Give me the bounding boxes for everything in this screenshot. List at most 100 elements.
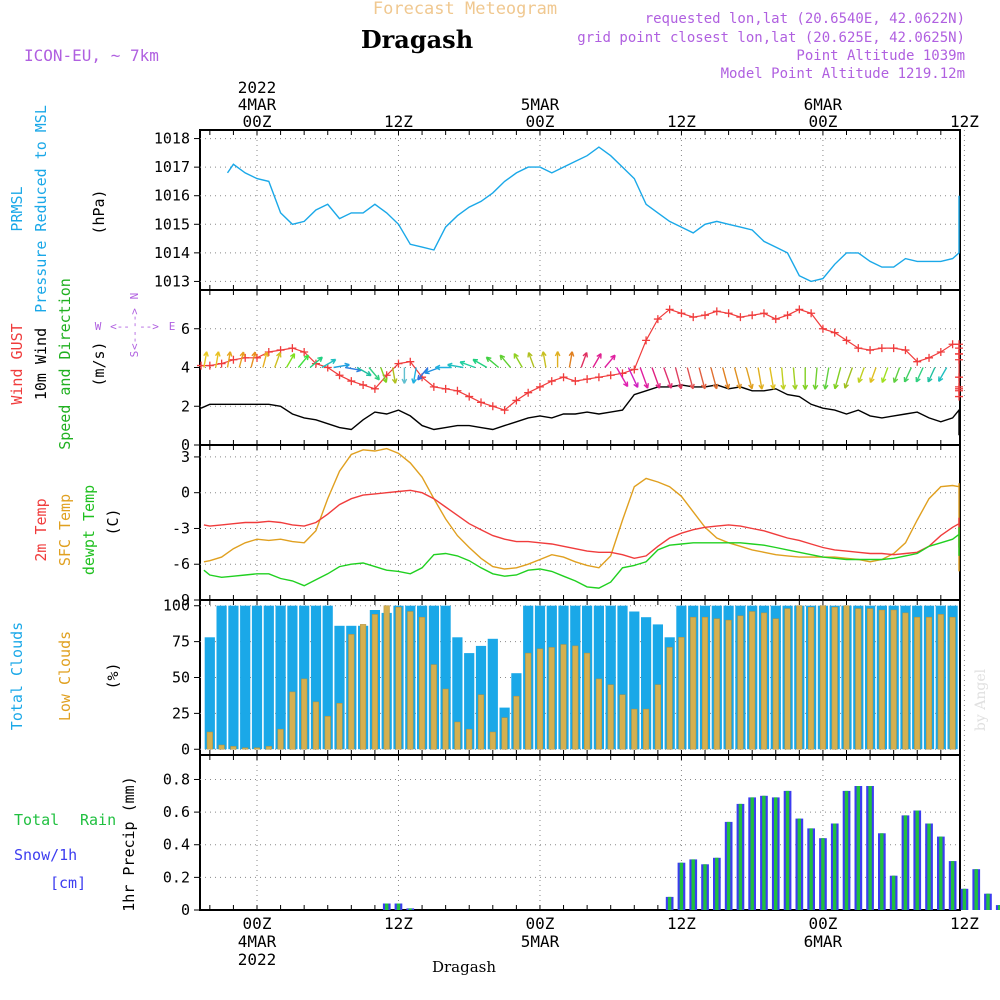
- total-cloud-bar: [228, 605, 239, 750]
- wind-direction-arrow: [417, 367, 429, 381]
- top-time-label: 12Z: [667, 112, 696, 131]
- wind-direction-arrow: [733, 367, 742, 390]
- requested-lonlat: requested lon,lat (20.6540E, 42.0622N): [645, 11, 965, 27]
- gust-marker: [748, 311, 757, 320]
- clouds-ytick-label: 0: [181, 740, 190, 758]
- low-cloud-bar: [937, 614, 944, 750]
- wind-direction-arrow: [757, 367, 765, 390]
- gust-marker: [677, 309, 686, 318]
- total-cloud-bar: [204, 637, 215, 750]
- clouds-ytick-label: 50: [172, 669, 190, 687]
- low-cloud-bar: [819, 605, 826, 750]
- top-time-label: 12Z: [950, 112, 979, 131]
- wind-direction-arrow: [833, 367, 842, 390]
- gust-marker: [783, 311, 792, 320]
- temperature-ytick-label: -3: [172, 519, 190, 537]
- location-title: Dragash: [361, 25, 473, 54]
- low-cloud-bar: [843, 605, 850, 750]
- gust-marker: [955, 373, 963, 382]
- wind-direction-arrow: [674, 367, 683, 390]
- low-cloud-bar: [607, 684, 614, 750]
- low-cloud-bar: [643, 708, 650, 750]
- wind-direction-arrow: [226, 351, 233, 368]
- wind-direction-arrow: [499, 354, 512, 368]
- cloud-unit: (%): [104, 662, 122, 689]
- wind-label-gust: Wind GUST: [8, 323, 26, 404]
- top-time-label: 00Z: [526, 112, 555, 131]
- wind-direction-arrow: [663, 367, 673, 389]
- wind-panel: [197, 305, 963, 436]
- wind-direction-arrow: [285, 353, 296, 368]
- total-cloud-bar: [322, 605, 333, 750]
- gust-marker: [925, 353, 934, 362]
- total-cloud-bar: [617, 605, 628, 750]
- gust-marker: [665, 305, 674, 314]
- low-cloud-bar: [301, 678, 308, 750]
- gust-marker: [583, 375, 592, 384]
- bottom-time-label: 00Z: [526, 914, 555, 933]
- precip-label-cm: [cm]: [50, 874, 86, 892]
- rain-bar: [998, 905, 1000, 910]
- low-cloud-bar: [867, 608, 874, 750]
- low-cloud-bar: [454, 721, 461, 750]
- precipitation-ytick-label: 0: [181, 901, 190, 919]
- gust-marker: [441, 384, 450, 393]
- total-cloud-bar: [487, 638, 498, 750]
- precipitation-frame: [199, 754, 961, 911]
- wind-unit: (m/s): [90, 341, 108, 386]
- wind-direction-arrow: [857, 367, 865, 384]
- gust-marker: [807, 309, 816, 318]
- bottom-time-label: 4MAR: [238, 932, 277, 951]
- wind-direction-arrow: [843, 367, 854, 389]
- pressure-ytick-label: 1018: [154, 130, 190, 148]
- wind-direction-arrow: [903, 367, 912, 383]
- low-cloud-bar: [772, 618, 779, 750]
- wind-direction-arrow: [722, 367, 731, 390]
- wind-direction-arrow: [769, 367, 776, 390]
- rain-bar: [715, 857, 719, 910]
- wind-label-10m: 10m Wind: [32, 328, 50, 400]
- low-cloud-bar: [666, 647, 673, 750]
- low-cloud-bar: [890, 609, 897, 750]
- gust-marker: [347, 377, 356, 386]
- low-cloud-bar: [690, 616, 697, 750]
- precip-unit: 1hr Precip (mm): [120, 776, 138, 911]
- wind-direction-arrow: [568, 351, 575, 368]
- low-cloud-bar: [949, 616, 956, 750]
- rain-bar: [703, 864, 707, 910]
- wind-direction-arrow: [639, 367, 649, 389]
- wind-direction-arrow: [513, 353, 523, 368]
- total-cloud-bar: [216, 605, 227, 750]
- rain-bar: [691, 859, 695, 910]
- wind-direction-arrow: [485, 356, 500, 369]
- sfc-temp-line: [203, 447, 960, 572]
- rain-bar: [785, 790, 790, 910]
- low-cloud-bar: [914, 616, 921, 750]
- compass-down-arrow: <--: [128, 330, 141, 350]
- gust-marker: [606, 371, 615, 380]
- temperature-ytick-label: 0: [181, 484, 190, 502]
- cloud-label-total: Total Clouds: [8, 622, 26, 730]
- gust-marker: [571, 377, 580, 386]
- temp-label-2m: 2m Temp: [32, 498, 50, 561]
- total-cloud-bar: [464, 653, 475, 750]
- rain-bar: [385, 903, 389, 910]
- rain-bar: [880, 833, 884, 910]
- rain-bar: [950, 861, 955, 910]
- wind-direction-arrow: [250, 351, 257, 368]
- gust-marker: [500, 406, 509, 415]
- wind-direction-arrow: [627, 367, 639, 388]
- rain-bar: [868, 786, 872, 910]
- precipitation-ytick-label: 0.6: [163, 803, 190, 821]
- pressure-label-msl: Pressure Reduced to MSL: [32, 105, 50, 313]
- low-cloud-bar: [324, 716, 331, 750]
- wind-direction-arrow: [459, 360, 476, 369]
- low-cloud-bar: [855, 608, 862, 750]
- bottom-time-label: 12Z: [667, 914, 696, 933]
- low-cloud-bar: [383, 605, 390, 750]
- pressure-ytick-label: 1013: [154, 272, 190, 290]
- temperature-ytick-label: -9: [172, 591, 190, 609]
- gust-marker: [547, 377, 556, 386]
- rain-bar: [750, 797, 754, 910]
